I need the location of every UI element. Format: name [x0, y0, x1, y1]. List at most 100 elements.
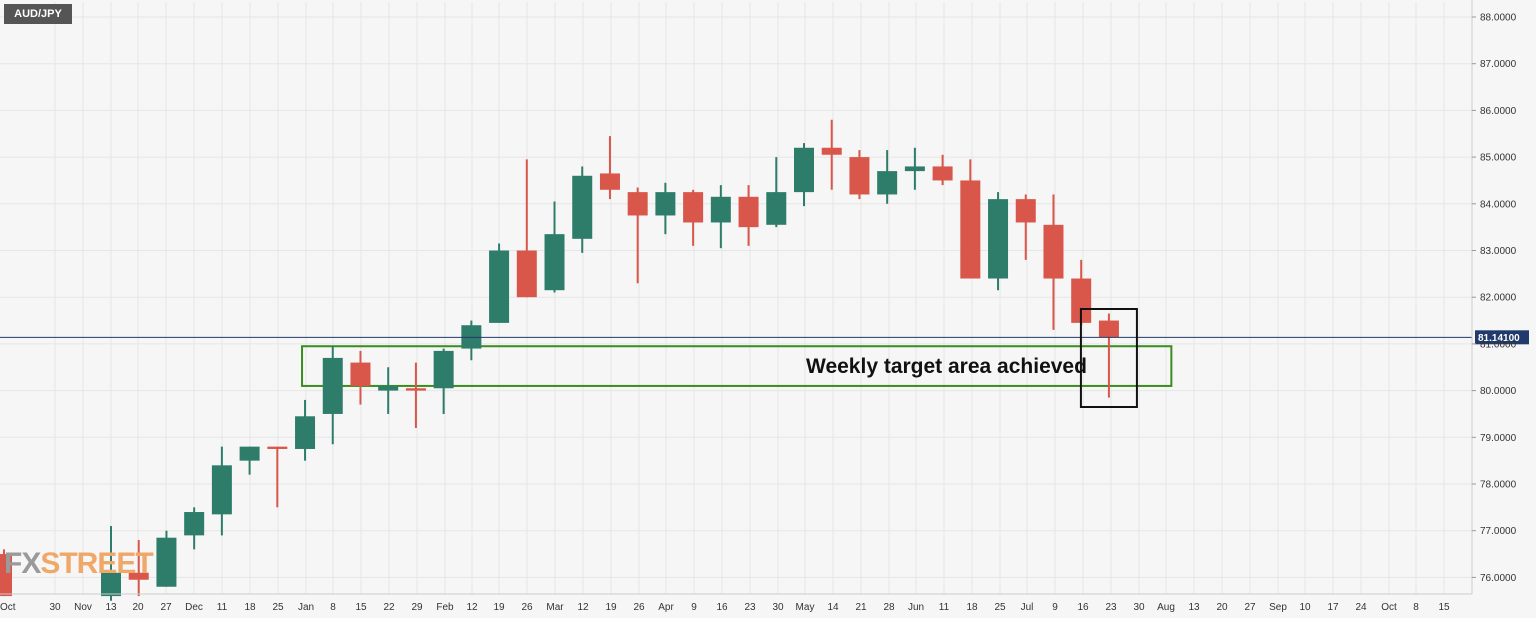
x-tick-label: Aug: [1157, 602, 1175, 613]
candle: [599, 136, 620, 200]
x-axis: Oct 30 Nov 13 20 27 Dec 11 18 25 Jan 8 15 22 29 Feb 12 19…: [0, 593, 1472, 613]
candle-body: [239, 446, 260, 461]
candle: [378, 367, 399, 414]
x-tick-label: 14: [827, 602, 839, 613]
x-tick-label: 21: [855, 602, 867, 613]
candle: [405, 362, 426, 428]
x-tick-label: 30: [772, 602, 784, 613]
candle-body: [378, 385, 399, 391]
y-tick-label: 88.0000: [1480, 13, 1517, 24]
candle: [101, 526, 121, 601]
x-tick-label: 23: [744, 602, 756, 613]
candle-body: [821, 147, 842, 155]
candle: [295, 399, 316, 461]
candle-body: [572, 175, 593, 239]
candle: [544, 201, 565, 293]
y-tick-label: 87.0000: [1480, 59, 1517, 70]
x-tick-label: 18: [244, 602, 256, 613]
candle: [156, 530, 177, 587]
y-tick-label: 81.0000: [1480, 339, 1517, 350]
candle: [849, 150, 870, 200]
candle-body: [932, 166, 953, 181]
y-tick-label: 85.0000: [1480, 153, 1517, 164]
x-tick-label: Apr: [658, 602, 674, 613]
x-tick-label: Jun: [908, 602, 924, 613]
candle-body: [516, 250, 537, 298]
candle-body: [1015, 199, 1036, 223]
x-tick-label: 16: [716, 602, 728, 613]
candle-body: [683, 192, 704, 223]
x-tick-label: May: [796, 602, 815, 613]
candle-body: [489, 250, 510, 323]
candle: [267, 446, 288, 508]
candle: [877, 150, 898, 204]
candle-body: [766, 192, 787, 225]
y-tick-label: 77.0000: [1480, 526, 1517, 537]
candle-body: [156, 537, 177, 587]
candle-body: [655, 192, 676, 216]
x-tick-label: 28: [883, 602, 895, 613]
candle: [433, 348, 454, 414]
candle: [1015, 194, 1036, 260]
x-tick-label: 19: [605, 602, 617, 613]
candle: [988, 192, 1009, 291]
target-area-layer: [301, 345, 1173, 387]
candle: [128, 540, 149, 597]
watermark-street: STREET: [40, 547, 153, 580]
candle: [489, 243, 510, 323]
candle-body: [0, 554, 12, 597]
x-tick-label: 8: [330, 602, 336, 613]
candle-body: [988, 199, 1009, 279]
candle: [184, 507, 205, 550]
candle-body: [960, 180, 981, 279]
x-tick-label: 16: [1077, 602, 1089, 613]
y-tick-label: 82.0000: [1480, 293, 1517, 304]
x-tick-label: 26: [633, 602, 645, 613]
x-tick-label: 19: [493, 602, 505, 613]
y-tick-label: 78.0000: [1480, 480, 1517, 491]
candle: [350, 350, 371, 405]
candle: [322, 346, 343, 445]
candle: [932, 154, 953, 186]
candle: [239, 446, 260, 475]
candle: [683, 189, 704, 246]
x-tick-label: Sep: [1269, 602, 1287, 613]
x-tick-label: 22: [383, 602, 395, 613]
candle-body: [295, 416, 316, 449]
current-price-badge: [1475, 330, 1529, 345]
candle-body: [877, 171, 898, 195]
x-tick-label: Jul: [1021, 602, 1034, 613]
y-tick-label: 80.0000: [1480, 386, 1517, 397]
candle-body: [1071, 278, 1092, 323]
x-tick-label: 11: [939, 602, 950, 613]
candle: [1043, 194, 1064, 330]
x-tick-label: 10: [1299, 602, 1311, 613]
x-tick-label: 12: [577, 602, 589, 613]
candle-body: [738, 196, 759, 228]
target-annotation: Weekly target area achieved: [806, 355, 1087, 378]
x-tick-label: Oct: [0, 602, 16, 613]
x-tick-label: 24: [1355, 602, 1367, 613]
candle: [655, 182, 676, 235]
candle: [211, 446, 232, 536]
x-tick-label: Mar: [546, 602, 564, 613]
candles-layer: [0, 119, 1119, 601]
candle-body: [433, 350, 454, 389]
x-tick-label: Jan: [298, 602, 314, 613]
target-area-box: [301, 345, 1173, 387]
x-tick-label: 25: [994, 602, 1006, 613]
y-tick-label: 83.0000: [1480, 246, 1517, 257]
fxstreet-watermark: FXSTREET: [4, 547, 154, 581]
grid-lines: [0, 2, 1472, 594]
candle: [904, 147, 925, 190]
x-tick-label: 12: [466, 602, 478, 613]
candle: [960, 159, 981, 279]
candle-body: [627, 192, 648, 216]
candle: [738, 185, 759, 246]
y-tick-label: 76.0000: [1480, 573, 1517, 584]
candle-body: [350, 362, 371, 386]
y-tick-label: 86.0000: [1480, 106, 1517, 117]
